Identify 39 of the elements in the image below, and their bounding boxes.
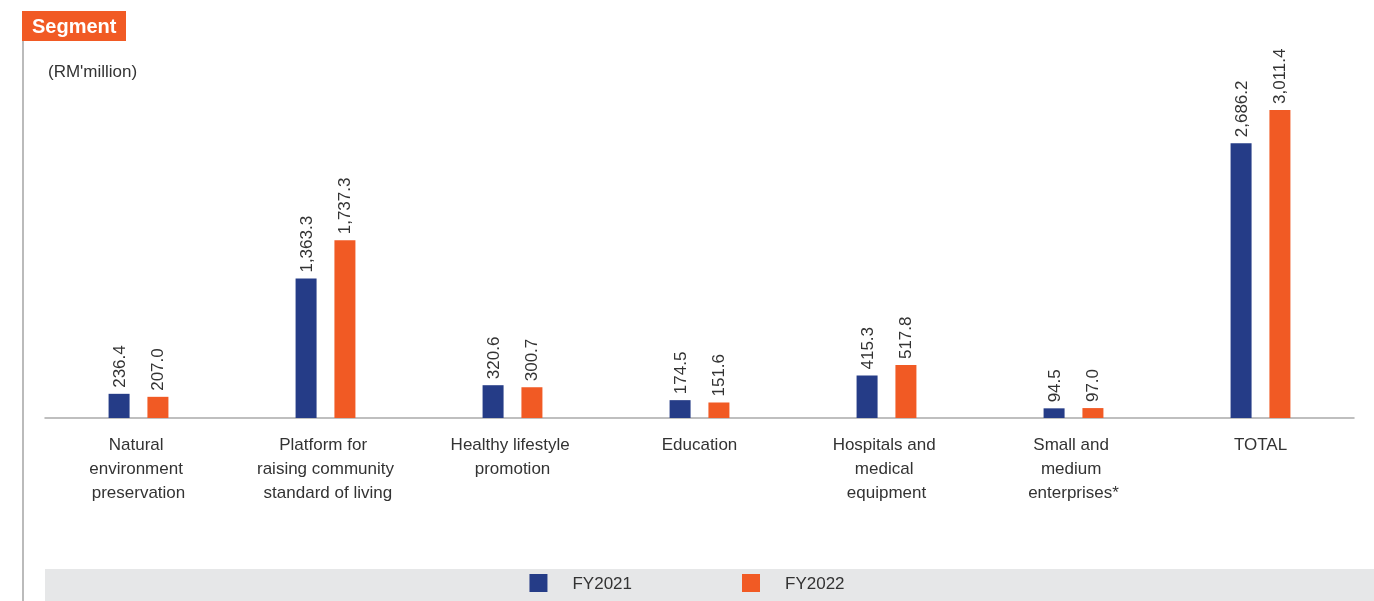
chart-title: Segment (22, 11, 127, 41)
data-label: 517.8 (896, 316, 916, 360)
data-label: 300.7 (522, 338, 542, 382)
data-label: 94.5 (1044, 369, 1064, 403)
data-label: 3,011.4 (1270, 48, 1290, 104)
data-label: 2,686.2 (1231, 80, 1251, 138)
bar (521, 387, 543, 418)
bar (108, 393, 130, 418)
data-label: 97.0 (1083, 368, 1103, 403)
x-tick-label: TOTAL (1233, 434, 1288, 454)
x-tick-label: Natural environment preservation (89, 434, 188, 502)
data-label: 236.4 (109, 345, 129, 388)
legend-label: FY2021 (572, 573, 633, 593)
bar (895, 365, 917, 418)
bar (1269, 109, 1291, 418)
bar (334, 240, 356, 418)
data-label: 1,737.3 (335, 177, 355, 235)
y-axis-title: (RM'million) (48, 62, 138, 82)
bar (147, 396, 169, 418)
bar (295, 278, 317, 418)
data-label: 151.6 (709, 353, 729, 397)
bar (1230, 143, 1252, 418)
bar (669, 400, 691, 418)
legend-label: FY2022 (785, 573, 845, 593)
bar (1043, 408, 1065, 418)
x-tick-label: Hospitals and medical equipment (832, 434, 941, 502)
data-label: 174.5 (670, 351, 690, 395)
data-label: 415.3 (857, 326, 877, 370)
data-label: 207.0 (148, 348, 168, 391)
x-tick-label: Healthy lifestyle promotion (450, 434, 575, 478)
x-tick-label: Small and medium enterprises* (1028, 434, 1120, 502)
x-tick-label: Education (661, 434, 738, 454)
data-label: 1,363.3 (296, 215, 316, 273)
data-label: 320.6 (483, 336, 503, 380)
x-tick-label: Platform for raising community standard of living (257, 434, 395, 502)
bar (482, 385, 504, 418)
bar (708, 402, 730, 418)
bar (856, 375, 878, 418)
bar (1082, 408, 1104, 418)
